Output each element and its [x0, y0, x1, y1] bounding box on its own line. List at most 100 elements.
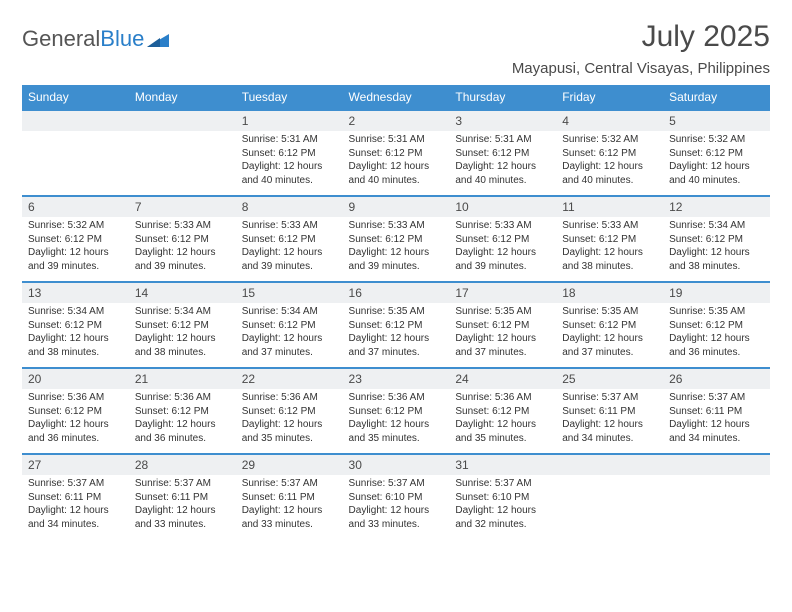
day-content-cell — [22, 131, 129, 196]
sunset-line: Sunset: 6:12 PM — [349, 319, 444, 333]
sunrise-line: Sunrise: 5:36 AM — [455, 391, 550, 405]
daylight-line: Daylight: 12 hours and 32 minutes. — [455, 504, 550, 531]
sunrise-line: Sunrise: 5:31 AM — [455, 133, 550, 147]
day-content-cell — [556, 475, 663, 539]
sunset-line: Sunset: 6:12 PM — [28, 233, 123, 247]
sunset-line: Sunset: 6:12 PM — [242, 405, 337, 419]
sunset-line: Sunset: 6:12 PM — [28, 405, 123, 419]
daylight-line: Daylight: 12 hours and 36 minutes. — [28, 418, 123, 445]
daylight-line: Daylight: 12 hours and 40 minutes. — [455, 160, 550, 187]
day-number-cell: 19 — [663, 282, 770, 303]
day-content-cell: Sunrise: 5:37 AMSunset: 6:11 PMDaylight:… — [556, 389, 663, 454]
day-number: 27 — [22, 455, 129, 475]
day-number-cell: 17 — [449, 282, 556, 303]
day-content-cell: Sunrise: 5:33 AMSunset: 6:12 PMDaylight:… — [236, 217, 343, 282]
week-number-row: 12345 — [22, 110, 770, 131]
sunrise-line: Sunrise: 5:32 AM — [28, 219, 123, 233]
month-title: July 2025 — [512, 20, 770, 54]
day-number: 20 — [22, 369, 129, 389]
sunset-line: Sunset: 6:12 PM — [669, 233, 764, 247]
day-content: Sunrise: 5:36 AMSunset: 6:12 PMDaylight:… — [449, 389, 556, 453]
sunrise-line: Sunrise: 5:33 AM — [135, 219, 230, 233]
day-content — [22, 131, 129, 189]
daylight-line: Daylight: 12 hours and 35 minutes. — [455, 418, 550, 445]
sunrise-line: Sunrise: 5:36 AM — [242, 391, 337, 405]
day-number-cell: 11 — [556, 196, 663, 217]
sunset-line: Sunset: 6:12 PM — [242, 319, 337, 333]
day-content-cell: Sunrise: 5:33 AMSunset: 6:12 PMDaylight:… — [343, 217, 450, 282]
day-number: 30 — [343, 455, 450, 475]
sunrise-line: Sunrise: 5:31 AM — [242, 133, 337, 147]
day-number-cell: 16 — [343, 282, 450, 303]
day-content-cell: Sunrise: 5:33 AMSunset: 6:12 PMDaylight:… — [449, 217, 556, 282]
sunset-line: Sunset: 6:10 PM — [349, 491, 444, 505]
calendar-page: GeneralBlue July 2025 Mayapusi, Central … — [0, 0, 792, 549]
day-content: Sunrise: 5:34 AMSunset: 6:12 PMDaylight:… — [22, 303, 129, 367]
daylight-line: Daylight: 12 hours and 38 minutes. — [562, 246, 657, 273]
daylight-line: Daylight: 12 hours and 39 minutes. — [242, 246, 337, 273]
day-number-cell: 21 — [129, 368, 236, 389]
day-content-cell: Sunrise: 5:35 AMSunset: 6:12 PMDaylight:… — [556, 303, 663, 368]
day-content: Sunrise: 5:32 AMSunset: 6:12 PMDaylight:… — [663, 131, 770, 195]
day-content: Sunrise: 5:37 AMSunset: 6:11 PMDaylight:… — [22, 475, 129, 539]
day-content: Sunrise: 5:36 AMSunset: 6:12 PMDaylight:… — [343, 389, 450, 453]
day-content-cell: Sunrise: 5:34 AMSunset: 6:12 PMDaylight:… — [663, 217, 770, 282]
location-label: Mayapusi, Central Visayas, Philippines — [512, 60, 770, 77]
day-content: Sunrise: 5:33 AMSunset: 6:12 PMDaylight:… — [556, 217, 663, 281]
daylight-line: Daylight: 12 hours and 40 minutes. — [669, 160, 764, 187]
day-number: 21 — [129, 369, 236, 389]
daylight-line: Daylight: 12 hours and 40 minutes. — [349, 160, 444, 187]
day-number: 9 — [343, 197, 450, 217]
day-number-cell: 30 — [343, 454, 450, 475]
day-content-cell: Sunrise: 5:32 AMSunset: 6:12 PMDaylight:… — [22, 217, 129, 282]
day-content: Sunrise: 5:31 AMSunset: 6:12 PMDaylight:… — [236, 131, 343, 195]
sunrise-line: Sunrise: 5:35 AM — [669, 305, 764, 319]
sunset-line: Sunset: 6:11 PM — [242, 491, 337, 505]
daylight-line: Daylight: 12 hours and 34 minutes. — [562, 418, 657, 445]
sunset-line: Sunset: 6:12 PM — [135, 319, 230, 333]
day-content-cell: Sunrise: 5:35 AMSunset: 6:12 PMDaylight:… — [449, 303, 556, 368]
daylight-line: Daylight: 12 hours and 37 minutes. — [242, 332, 337, 359]
day-number-cell: 25 — [556, 368, 663, 389]
sunrise-line: Sunrise: 5:37 AM — [562, 391, 657, 405]
day-content-cell: Sunrise: 5:35 AMSunset: 6:12 PMDaylight:… — [343, 303, 450, 368]
day-content: Sunrise: 5:31 AMSunset: 6:12 PMDaylight:… — [449, 131, 556, 195]
sunrise-line: Sunrise: 5:37 AM — [242, 477, 337, 491]
week-content-row: Sunrise: 5:36 AMSunset: 6:12 PMDaylight:… — [22, 389, 770, 454]
daylight-line: Daylight: 12 hours and 40 minutes. — [562, 160, 657, 187]
sunrise-line: Sunrise: 5:37 AM — [669, 391, 764, 405]
day-content-cell: Sunrise: 5:37 AMSunset: 6:11 PMDaylight:… — [129, 475, 236, 539]
day-content-cell: Sunrise: 5:37 AMSunset: 6:10 PMDaylight:… — [449, 475, 556, 539]
week-content-row: Sunrise: 5:31 AMSunset: 6:12 PMDaylight:… — [22, 131, 770, 196]
sunset-line: Sunset: 6:12 PM — [562, 319, 657, 333]
sunrise-line: Sunrise: 5:35 AM — [455, 305, 550, 319]
day-content: Sunrise: 5:32 AMSunset: 6:12 PMDaylight:… — [22, 217, 129, 281]
day-number: 29 — [236, 455, 343, 475]
brand-logo: GeneralBlue — [22, 20, 169, 52]
weekday-sat: Saturday — [663, 85, 770, 110]
daylight-line: Daylight: 12 hours and 38 minutes. — [135, 332, 230, 359]
sunrise-line: Sunrise: 5:34 AM — [135, 305, 230, 319]
day-number — [129, 111, 236, 117]
day-content: Sunrise: 5:37 AMSunset: 6:11 PMDaylight:… — [129, 475, 236, 539]
sunset-line: Sunset: 6:11 PM — [28, 491, 123, 505]
day-number: 6 — [22, 197, 129, 217]
day-content-cell: Sunrise: 5:31 AMSunset: 6:12 PMDaylight:… — [343, 131, 450, 196]
day-content: Sunrise: 5:33 AMSunset: 6:12 PMDaylight:… — [449, 217, 556, 281]
day-number — [556, 455, 663, 461]
day-content-cell: Sunrise: 5:31 AMSunset: 6:12 PMDaylight:… — [449, 131, 556, 196]
logo-triangle-icon — [147, 31, 169, 47]
day-number-cell — [663, 454, 770, 475]
day-number: 4 — [556, 111, 663, 131]
day-content: Sunrise: 5:35 AMSunset: 6:12 PMDaylight:… — [663, 303, 770, 367]
day-number-cell: 15 — [236, 282, 343, 303]
day-number-cell — [22, 110, 129, 131]
sunrise-line: Sunrise: 5:36 AM — [135, 391, 230, 405]
sunrise-line: Sunrise: 5:35 AM — [349, 305, 444, 319]
sunset-line: Sunset: 6:12 PM — [562, 147, 657, 161]
day-number-cell: 31 — [449, 454, 556, 475]
day-number — [663, 455, 770, 461]
daylight-line: Daylight: 12 hours and 37 minutes. — [349, 332, 444, 359]
day-number — [22, 111, 129, 117]
week-number-row: 13141516171819 — [22, 282, 770, 303]
